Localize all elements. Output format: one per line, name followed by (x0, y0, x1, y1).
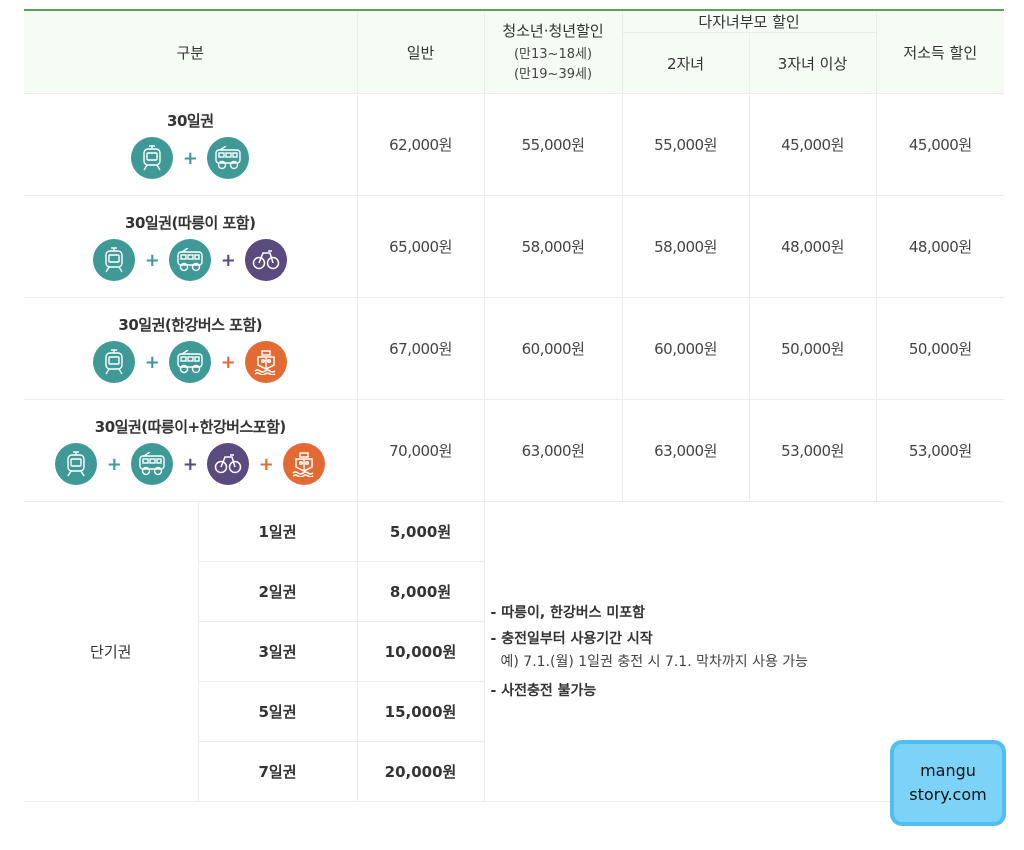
price-general: 62,000원 (356, 93, 485, 196)
note-line: - 충전일부터 사용기간 시작 (490, 630, 653, 647)
ferry-icon (245, 341, 288, 383)
header-youth-age1: (만13~18세) (513, 46, 593, 62)
note-line: - 사전충전 불가능 (490, 682, 597, 699)
pass-name: 30일권(따릉이 포함) (125, 214, 256, 232)
price-low-income: 53,000원 (875, 399, 1005, 502)
price-youth: 60,000원 (483, 297, 623, 400)
price-youth: 58,000원 (483, 195, 623, 298)
price-two-children: 58,000원 (621, 195, 750, 298)
price-low-income: 48,000원 (875, 195, 1005, 298)
price-two-children: 60,000원 (621, 297, 750, 400)
short-term-name: 3일권 (198, 621, 358, 682)
pass-cell: 30일권(따릉이 포함) + + (24, 195, 358, 298)
header-three-plus-children: 3자녀 이상 (748, 32, 877, 94)
pass-name: 30일권(따릉이+한강버스포함) (94, 418, 286, 436)
plus-sign: + (258, 453, 274, 475)
price-three-plus-children: 45,000원 (748, 93, 877, 196)
price-general: 70,000원 (356, 399, 485, 502)
price-three-plus-children: 50,000원 (748, 297, 877, 400)
subway-icon (93, 341, 136, 383)
short-term-name: 2일권 (198, 561, 358, 622)
price-general: 67,000원 (356, 297, 485, 400)
price-low-income: 45,000원 (875, 93, 1005, 196)
bike-icon (245, 239, 288, 281)
price-youth: 63,000원 (483, 399, 623, 502)
header-youth-age2: (만19~39세) (513, 66, 593, 82)
subway-icon (131, 137, 174, 179)
price-three-plus-children: 48,000원 (748, 195, 877, 298)
short-term-label: 단기권 (24, 501, 199, 802)
table-row: 단기권 1일권 5,000원 - 따릉이, 한강버스 미포함 - 충전일부터 사… (24, 501, 1005, 802)
subway-icon (55, 443, 98, 485)
fare-table: 구분 일반 청소년·청년할인 (만13~18세) (만19~39세) 다자녀부모… (24, 9, 1005, 802)
plus-sign: + (220, 351, 236, 373)
table-row: 3일권 10,000원 (24, 621, 1004, 682)
note-line: - 따릉이, 한강버스 미포함 (490, 604, 646, 621)
short-term-price: 8,000원 (356, 561, 485, 622)
price-two-children: 63,000원 (621, 399, 750, 502)
plus-sign: + (182, 147, 198, 169)
bus-icon (131, 443, 174, 485)
bus-icon (207, 137, 250, 179)
table-row: 30일권(따릉이+한강버스포함) + + + 70,000원 63,000원 6… (24, 399, 1005, 502)
header-youth: 청소년·청년할인 (만13~18세) (만19~39세) (483, 9, 623, 94)
plus-sign: + (144, 249, 160, 271)
short-term-price: 10,000원 (356, 621, 485, 682)
pass-cell: 30일권(따릉이+한강버스포함) + + + (24, 399, 358, 502)
price-two-children: 55,000원 (621, 93, 750, 196)
table-row: 5일권 15,000원 (24, 681, 1004, 742)
watermark-line1: mangu (920, 761, 976, 780)
price-general: 65,000원 (356, 195, 485, 298)
bus-icon (169, 341, 212, 383)
header-two-children: 2자녀 (622, 32, 750, 94)
plus-sign: + (182, 453, 198, 475)
table-row: 30일권 + 62,000원 55,000원 55,000원 45,000원 4… (24, 93, 1005, 196)
plus-sign: + (220, 249, 236, 271)
table-row: 30일권(따릉이 포함) + + 65,000원 58,000원 58,000원… (24, 195, 1005, 298)
plus-sign: + (106, 453, 122, 475)
table-row: 2일권 8,000원 (24, 561, 1004, 622)
pass-name: 30일권(한강버스 포함) (118, 316, 263, 334)
header-multichild: 다자녀부모 할인 (621, 9, 877, 33)
short-term-name: 5일권 (198, 681, 358, 742)
short-term-price: 20,000원 (356, 741, 485, 802)
header-category: 구분 (24, 9, 358, 94)
table-row: 7일권 20,000원 (24, 741, 1004, 802)
ferry-icon (283, 443, 326, 485)
watermark-line2: story.com (909, 785, 987, 804)
pass-name: 30일권 (167, 112, 214, 130)
short-term-name: 1일권 (197, 501, 358, 562)
plus-sign: + (144, 351, 160, 373)
bus-icon (169, 239, 212, 281)
header-low-income: 저소득 할인 (875, 9, 1005, 94)
bike-icon (207, 443, 250, 485)
pass-cell: 30일권(한강버스 포함) + + (24, 297, 358, 400)
table-row: 30일권(한강버스 포함) + + 67,000원 60,000원 60,000… (24, 297, 1005, 400)
watermark-badge: mangu story.com (890, 740, 1006, 826)
price-three-plus-children: 53,000원 (748, 399, 877, 502)
short-term-price: 5,000원 (356, 501, 485, 562)
short-term-name: 7일권 (198, 741, 358, 802)
note-example: 예) 7.1.(월) 1일권 충전 시 7.1. 막차까지 사용 가능 (500, 653, 809, 670)
header-general: 일반 (356, 9, 485, 94)
subway-icon (93, 239, 136, 281)
pass-cell: 30일권 + (24, 93, 358, 196)
price-low-income: 50,000원 (875, 297, 1005, 400)
price-youth: 55,000원 (483, 93, 623, 196)
header-youth-title: 청소년·청년할인 (502, 21, 604, 40)
short-term-price: 15,000원 (356, 681, 485, 742)
